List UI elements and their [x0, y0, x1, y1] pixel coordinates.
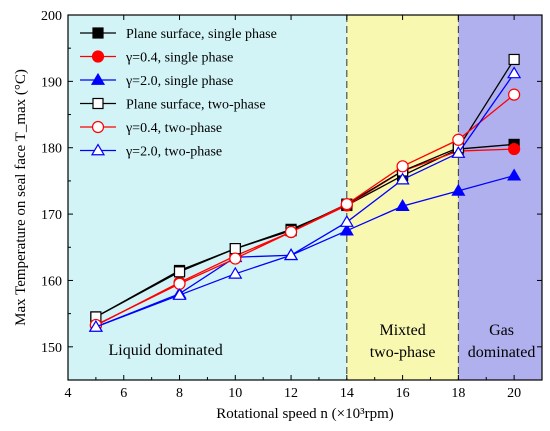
data-point	[339, 223, 354, 236]
background-regions	[68, 15, 542, 380]
data-point	[396, 160, 409, 173]
legend-label: Plane surface, two-phase	[126, 98, 266, 113]
data-point	[395, 199, 410, 212]
series-line	[95, 174, 515, 328]
region-liquid-dominated	[68, 15, 347, 380]
x-tick-label: 10	[228, 386, 242, 401]
legend-marker	[90, 143, 106, 156]
x-tick-label: 8	[176, 386, 183, 401]
y-tick-label: 170	[41, 208, 62, 223]
region-label-line: dominated	[468, 344, 536, 361]
legend: Plane surface, single phase γ=0.4, single…	[80, 27, 277, 160]
data-point	[507, 168, 522, 181]
data-point	[173, 266, 186, 278]
x-tick-label: 6	[120, 386, 127, 401]
series-lines	[88, 53, 522, 332]
x-axis: 4 6 8 10 12 14 16 18 20	[65, 15, 521, 401]
legend-item: γ=2.0, single phase	[80, 72, 233, 89]
y-tick-label: 180	[41, 142, 62, 157]
region-gas-dominated	[458, 15, 542, 380]
x-tick-label: 14	[340, 386, 354, 401]
legend-label: Plane surface, single phase	[126, 27, 277, 42]
legend-item: Plane surface, single phase	[80, 27, 277, 42]
legend-label: γ=2.0, two-phase	[125, 145, 222, 160]
region-boundaries	[346, 15, 459, 380]
data-point	[452, 133, 465, 146]
legend-label: γ=0.4, single phase	[125, 51, 233, 66]
legend-marker	[92, 27, 104, 39]
data-point	[229, 243, 241, 255]
y-axis: 150 160 170 180 190 200	[41, 9, 542, 356]
region-label-gas-dominated: Gas dominated	[468, 322, 536, 361]
data-point	[508, 142, 521, 156]
region-mixted-two-phase	[346, 15, 459, 380]
y-tick-label: 200	[41, 9, 62, 24]
data-point	[173, 277, 186, 290]
legend-item: γ=0.4, two-phase	[80, 120, 222, 136]
data-point	[228, 266, 243, 279]
data-point	[451, 145, 466, 158]
plot-frame	[67, 14, 543, 381]
data-point	[284, 225, 298, 239]
legend-marker	[91, 120, 105, 134]
x-tick-label: 12	[284, 386, 298, 401]
region-label-line: two-phase	[370, 344, 436, 361]
region-labels: Liquid dominated Mixted two-phase Gas domina…	[108, 322, 535, 361]
x-tick-label: 16	[396, 386, 410, 401]
series-line	[95, 73, 515, 328]
legend-marker	[90, 72, 106, 85]
legend-item: Plane surface, two-phase	[80, 98, 266, 113]
x-axis-title: Rotational speed n (×10³rpm)	[216, 406, 394, 422]
region-label-line: Mixted	[379, 322, 425, 339]
data-point	[507, 66, 522, 79]
y-axis-title: Max Temperature on seal face T_max (°C)	[13, 69, 29, 326]
data-point	[88, 319, 103, 332]
x-tick-label: 4	[65, 386, 72, 401]
data-point	[508, 88, 521, 101]
legend-label: γ=2.0, single phase	[125, 74, 233, 89]
series-2-0-two-phase	[88, 66, 522, 332]
y-tick-label: 160	[41, 274, 62, 289]
region-label-line: Gas	[489, 322, 514, 339]
x-tick-label: 20	[507, 386, 521, 401]
legend-item: γ=2.0, two-phase	[80, 143, 222, 160]
legend-marker	[92, 97, 104, 110]
legend-label: γ=0.4, two-phase	[125, 121, 222, 136]
axis-titles: Rotational speed n (×10³rpm) Max Temperat…	[13, 69, 394, 422]
data-point	[340, 198, 353, 211]
series-line	[95, 94, 515, 326]
data-point	[229, 252, 242, 265]
legend-item: γ=0.4, single phase	[80, 50, 233, 66]
data-point	[339, 214, 354, 227]
y-tick-label: 150	[41, 341, 62, 356]
data-point	[395, 172, 410, 185]
region-label-liquid-dominated: Liquid dominated	[108, 342, 222, 359]
x-tick-label: 18	[451, 386, 465, 401]
data-point	[172, 287, 187, 300]
legend-marker	[91, 50, 105, 63]
region-label-mixted-two-phase: Mixted two-phase	[370, 322, 436, 361]
data-point	[451, 183, 466, 196]
y-tick-label: 190	[41, 75, 62, 90]
data-point	[508, 53, 520, 66]
data-point	[284, 248, 299, 261]
series-0-4-two-phase	[89, 88, 521, 332]
